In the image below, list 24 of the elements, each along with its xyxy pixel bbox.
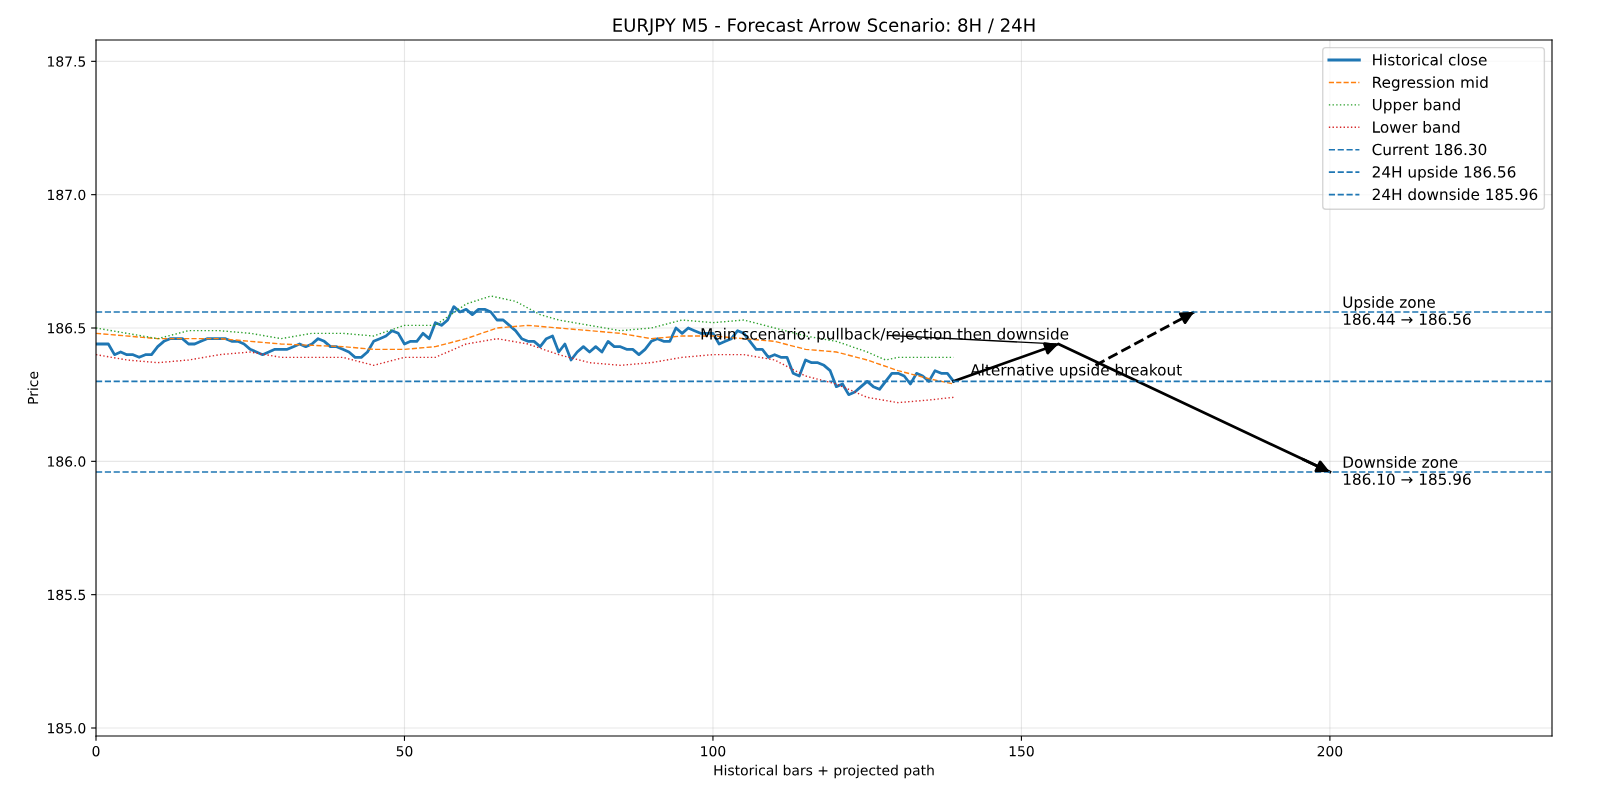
legend-label: Historical close [1373,53,1487,66]
y-tick-label: 187.5 [48,56,86,67]
legend-label: Upper band [1372,98,1460,114]
x-tick-label: 0 [92,745,100,757]
y-tick-label: 187.0 [48,189,86,201]
line-series [96,324,955,385]
annotation: Upside zone 186.44 → 186.56 [1343,296,1471,325]
legend-label: Regression mid [1373,76,1488,91]
legend-label: Lower band [1373,121,1460,133]
y-tick-label: 186.0 [48,456,86,467]
x-axis-title: Historical bars + projected path [714,764,934,779]
x-tick-label: 50 [396,745,413,757]
y-tick-label: 186.5 [48,322,86,334]
y-axis-title: Price [27,371,39,404]
x-tick-label: 100 [701,745,726,757]
legend-label: Current 186.30 [1372,143,1487,156]
chart-title: EURJPY M5 - Forecast Arrow Scenario: 8H / 24H [613,17,1035,36]
x-tick-label: 150 [1009,745,1034,757]
x-tick-label: 200 [1317,745,1343,757]
legend-label: 24H upside 186.56 [1372,165,1516,181]
legend-label: 24H downside 185.96 [1372,188,1538,201]
y-tick-label: 185.0 [48,722,86,734]
annotation: Downside zone 186.10 → 185.96 [1343,456,1471,485]
y-tick-label: 185.5 [48,589,86,601]
